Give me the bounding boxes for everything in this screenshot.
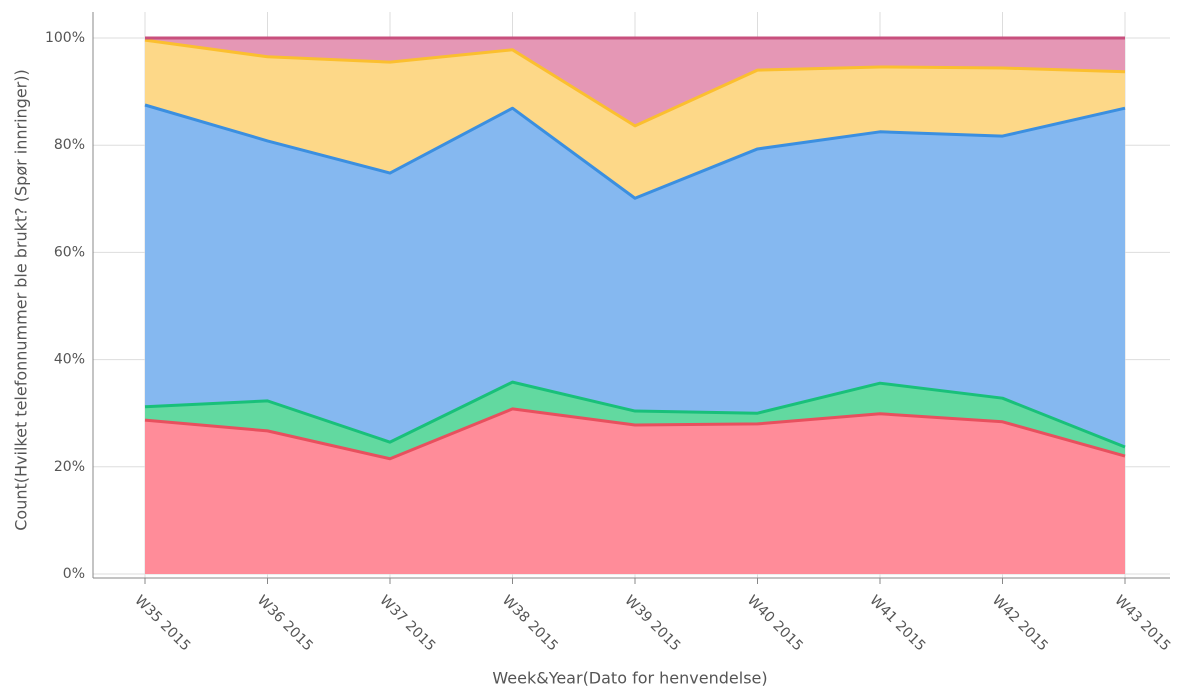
- y-tick-label: 60%: [54, 244, 85, 260]
- area: [145, 408, 1125, 574]
- y-tick-label: 20%: [54, 459, 85, 475]
- x-axis-label: Week&Year(Dato for henvendelse): [492, 669, 767, 688]
- area-line: [144, 103, 1126, 200]
- x-tick-label: W43 2015: [1111, 592, 1173, 654]
- area: [145, 382, 1125, 459]
- x-tick-label: W41 2015: [866, 592, 928, 654]
- x-tick-label: W40 2015: [744, 592, 806, 654]
- y-tick-label: 40%: [54, 352, 85, 368]
- y-tick-label: 100%: [45, 30, 85, 46]
- x-tick-label: W38 2015: [499, 592, 561, 654]
- y-axis-label: Count(Hvilket telefonnummer ble brukt? (…: [12, 69, 31, 530]
- x-tick-label: W42 2015: [989, 592, 1051, 654]
- x-tick-label: W35 2015: [131, 592, 193, 654]
- area: [145, 105, 1125, 447]
- area-line: [144, 407, 1126, 461]
- y-tick-label: 0%: [63, 566, 85, 582]
- area: [145, 38, 1125, 126]
- y-tick-label: 80%: [54, 137, 85, 153]
- area-line: [144, 380, 1126, 449]
- x-tick-label: W39 2015: [621, 592, 683, 654]
- x-tick-label: W36 2015: [254, 592, 316, 654]
- x-tick-label: W37 2015: [376, 592, 438, 654]
- area-line: [144, 38, 1126, 128]
- area: [145, 40, 1125, 199]
